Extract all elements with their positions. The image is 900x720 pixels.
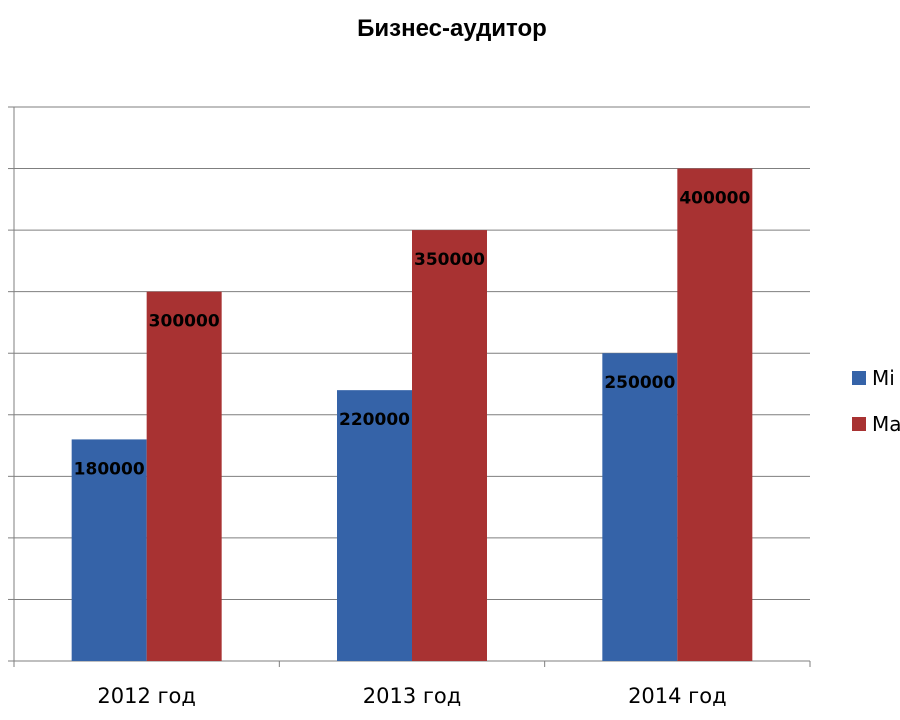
legend-swatch: [852, 417, 866, 431]
category-label: 2013 год: [363, 684, 462, 708]
bar-series2: [677, 168, 753, 662]
category-labels: 2012 год 2013 год 2014 год: [97, 684, 726, 708]
bar-series1: [71, 439, 147, 661]
data-label: 180000: [74, 459, 145, 479]
bar-series1: [602, 353, 678, 661]
bar-series1: [337, 390, 412, 661]
legend-swatch: [852, 371, 866, 385]
bar-series2: [412, 230, 487, 661]
chart-title: Бизнес-аудитор: [357, 15, 547, 42]
legend-label: Ma: [872, 412, 900, 436]
data-label: 350000: [414, 250, 485, 270]
bars: [71, 168, 753, 662]
data-label: 250000: [604, 373, 675, 393]
data-label: 400000: [679, 189, 750, 209]
data-label: 220000: [339, 410, 410, 430]
legend-label: Mi: [872, 366, 895, 390]
data-labels: 180000 300000 220000 350000 250000 400000: [74, 189, 751, 480]
legend: Mi Ma: [852, 366, 900, 436]
data-label: 300000: [149, 312, 220, 332]
category-label: 2012 год: [97, 684, 196, 708]
bar-series2: [146, 291, 222, 661]
category-label: 2014 год: [628, 684, 727, 708]
